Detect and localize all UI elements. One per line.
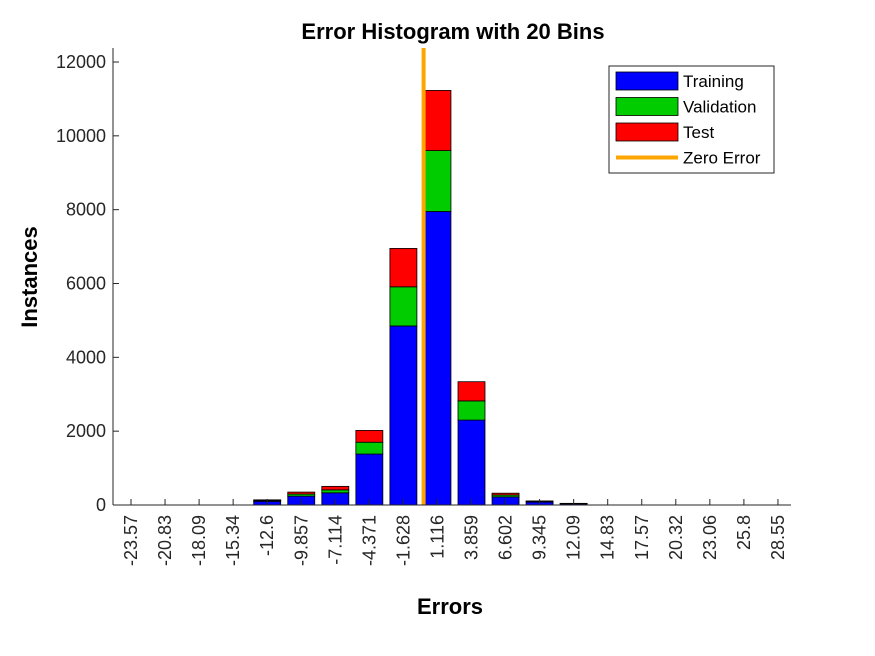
x-tick-label-13: 12.09 (564, 515, 584, 560)
x-tick-label-3: -15.34 (223, 515, 243, 566)
bar-test-10 (457, 381, 486, 402)
x-tick-label-4: -12.6 (257, 515, 277, 556)
x-tick-label-19: 28.55 (768, 515, 788, 560)
y-axis-label: Instances (17, 226, 42, 328)
bar-test-9 (423, 90, 452, 151)
y-tick-label-5: 10000 (56, 126, 106, 146)
legend-label-zero-error: Zero Error (683, 149, 761, 168)
bar-validation-7 (355, 441, 384, 455)
bar-validation-6 (321, 489, 350, 494)
x-tick-label-9: 1.116 (427, 515, 447, 559)
x-tick-label-16: 20.32 (666, 515, 686, 560)
bar-training-9 (423, 211, 452, 506)
x-tick-label-8: -1.628 (393, 515, 413, 566)
y-tick-label-2: 4000 (66, 347, 106, 367)
x-tick-label-12: 9.345 (530, 515, 550, 560)
x-tick-label-15: 17.57 (632, 515, 652, 560)
chart-title: Error Histogram with 20 Bins (301, 19, 604, 44)
y-tick-label-4: 8000 (66, 200, 106, 220)
x-tick-label-17: 23.06 (700, 515, 720, 560)
bar-validation-9 (423, 150, 452, 212)
legend-label-validation: Validation (683, 98, 756, 117)
bar-test-6 (321, 485, 350, 491)
legend: Training Validation Test Zero Error (608, 65, 775, 174)
x-tick-label-11: 6.602 (496, 515, 516, 560)
y-tick-label-6: 12000 (56, 52, 106, 72)
bar-training-7 (355, 453, 384, 506)
bar-test-7 (355, 430, 384, 443)
x-tick-label-0: -23.57 (121, 515, 141, 566)
legend-swatch-training (615, 71, 679, 91)
legend-swatch-test (615, 122, 679, 142)
legend-label-test: Test (683, 123, 714, 142)
bar-test-8 (389, 248, 418, 288)
x-tick-label-2: -18.09 (189, 515, 209, 566)
x-tick-label-1: -20.83 (155, 515, 175, 566)
bar-test-11 (491, 492, 520, 496)
x-tick-label-10: 3.859 (462, 515, 482, 560)
legend-swatch-validation (615, 97, 679, 116)
x-tick-label-7: -4.371 (359, 515, 379, 566)
x-tick-label-18: 25.8 (734, 515, 754, 550)
x-tick-label-14: 14.83 (598, 515, 618, 560)
bar-training-10 (457, 419, 486, 506)
bar-validation-8 (389, 286, 418, 327)
y-tick-label-1: 2000 (66, 421, 106, 441)
bar-training-8 (389, 325, 418, 506)
y-tick-label-0: 0 (96, 495, 106, 515)
legend-label-training: Training (683, 72, 744, 91)
bar-test-5 (287, 491, 316, 495)
x-axis-label: Errors (417, 594, 483, 619)
x-tick-label-6: -7.114 (325, 515, 345, 565)
bars-layer (253, 90, 588, 506)
bar-validation-10 (457, 400, 486, 421)
x-tick-label-5: -9.857 (291, 515, 311, 566)
y-tick-label-3: 6000 (66, 274, 106, 294)
